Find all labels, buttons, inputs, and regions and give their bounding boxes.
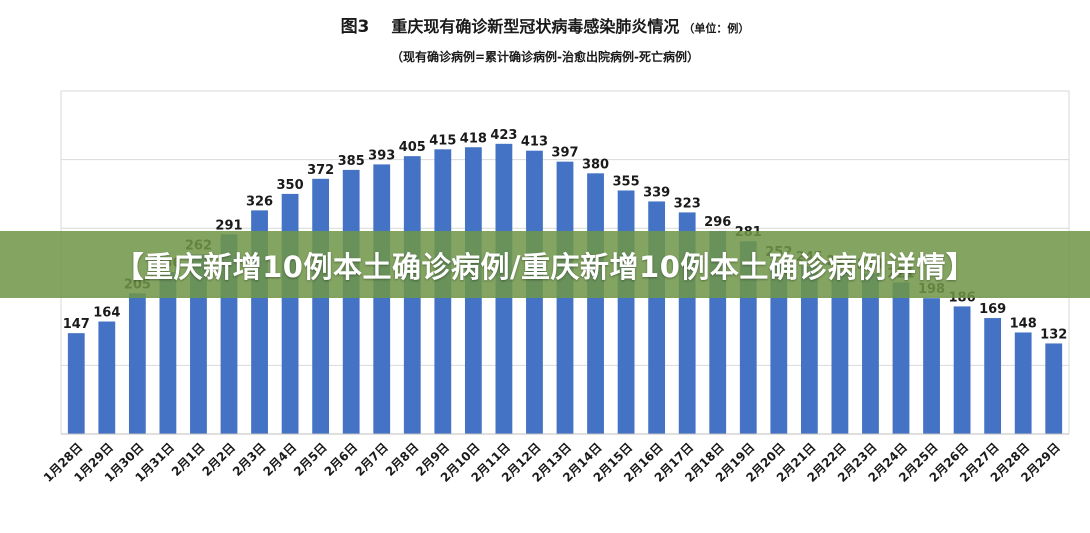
- bar: [923, 298, 940, 434]
- data-label: 339: [643, 185, 670, 200]
- x-tick-label: 2月1日: [169, 440, 208, 479]
- bar: [1045, 343, 1063, 434]
- banner-text: 【重庆新增10例本土确诊病例/重庆新增10例本土确诊病例详情】: [114, 249, 976, 284]
- x-tick-labels: 1月28日1月29日1月30日1月31日2月1日2月2日2月3日2月4日2月5日…: [41, 440, 1063, 485]
- data-label: 393: [368, 148, 395, 163]
- x-tick-label: 2月3日: [230, 440, 269, 479]
- headline-banner[interactable]: 【重庆新增10例本土确诊病例/重庆新增10例本土确诊病例详情】: [0, 231, 1090, 298]
- chart-subtitle: （现有确诊病例=累计确诊病例-治愈出院病例-死亡病例）: [390, 50, 700, 64]
- data-label: 418: [460, 131, 487, 146]
- data-label: 147: [63, 317, 90, 332]
- data-label: 355: [613, 174, 640, 189]
- x-tick-label: 2月6日: [322, 440, 361, 479]
- data-label: 164: [93, 305, 120, 320]
- x-tick-label: 2月8日: [383, 440, 422, 479]
- bar: [831, 270, 849, 434]
- data-label: 291: [215, 218, 242, 233]
- data-label: 372: [307, 163, 334, 178]
- bar: [617, 190, 635, 434]
- bar: [342, 169, 360, 434]
- data-label: 380: [582, 157, 609, 172]
- bar: [1014, 332, 1032, 434]
- data-label: 397: [551, 146, 578, 161]
- bar: [862, 273, 879, 434]
- bar: [373, 164, 391, 435]
- bar: [190, 254, 207, 434]
- data-label: 169: [979, 302, 1006, 317]
- chart-title: 重庆现有确诊新型冠状病毒感染肺炎情况: [391, 17, 680, 36]
- chart-title-line: 图3 重庆现有确诊新型冠状病毒感染肺炎情况 （单位：例）: [0, 12, 1090, 37]
- x-tick-label: 2月5日: [291, 440, 330, 479]
- bar: [281, 193, 299, 434]
- bar: [800, 265, 818, 434]
- bar: [159, 272, 177, 434]
- data-label: 423: [490, 128, 517, 143]
- x-tick-label: 2月2日: [199, 440, 238, 479]
- bar: [128, 293, 146, 434]
- bar: [587, 173, 604, 434]
- data-label: 132: [1040, 327, 1067, 342]
- data-label: 326: [246, 194, 273, 209]
- data-label: 413: [521, 135, 548, 150]
- data-label: 148: [1010, 316, 1037, 331]
- bar: [98, 321, 116, 434]
- bar: [312, 178, 330, 434]
- bar: [770, 261, 788, 434]
- x-tick-label: 2月7日: [352, 440, 391, 479]
- data-label: 350: [277, 178, 304, 193]
- x-tick-label: 2月4日: [261, 440, 300, 479]
- data-label: 323: [674, 196, 701, 211]
- unit-label: （单位：例）: [683, 22, 750, 35]
- data-label: 296: [704, 215, 731, 230]
- bar: [953, 306, 971, 434]
- data-label: 415: [429, 133, 456, 148]
- data-label: 385: [338, 154, 365, 169]
- bar: [984, 318, 1002, 434]
- bar: [67, 333, 85, 434]
- bar: [892, 282, 910, 434]
- figure-label: 图3: [340, 17, 370, 37]
- data-label: 405: [399, 140, 426, 155]
